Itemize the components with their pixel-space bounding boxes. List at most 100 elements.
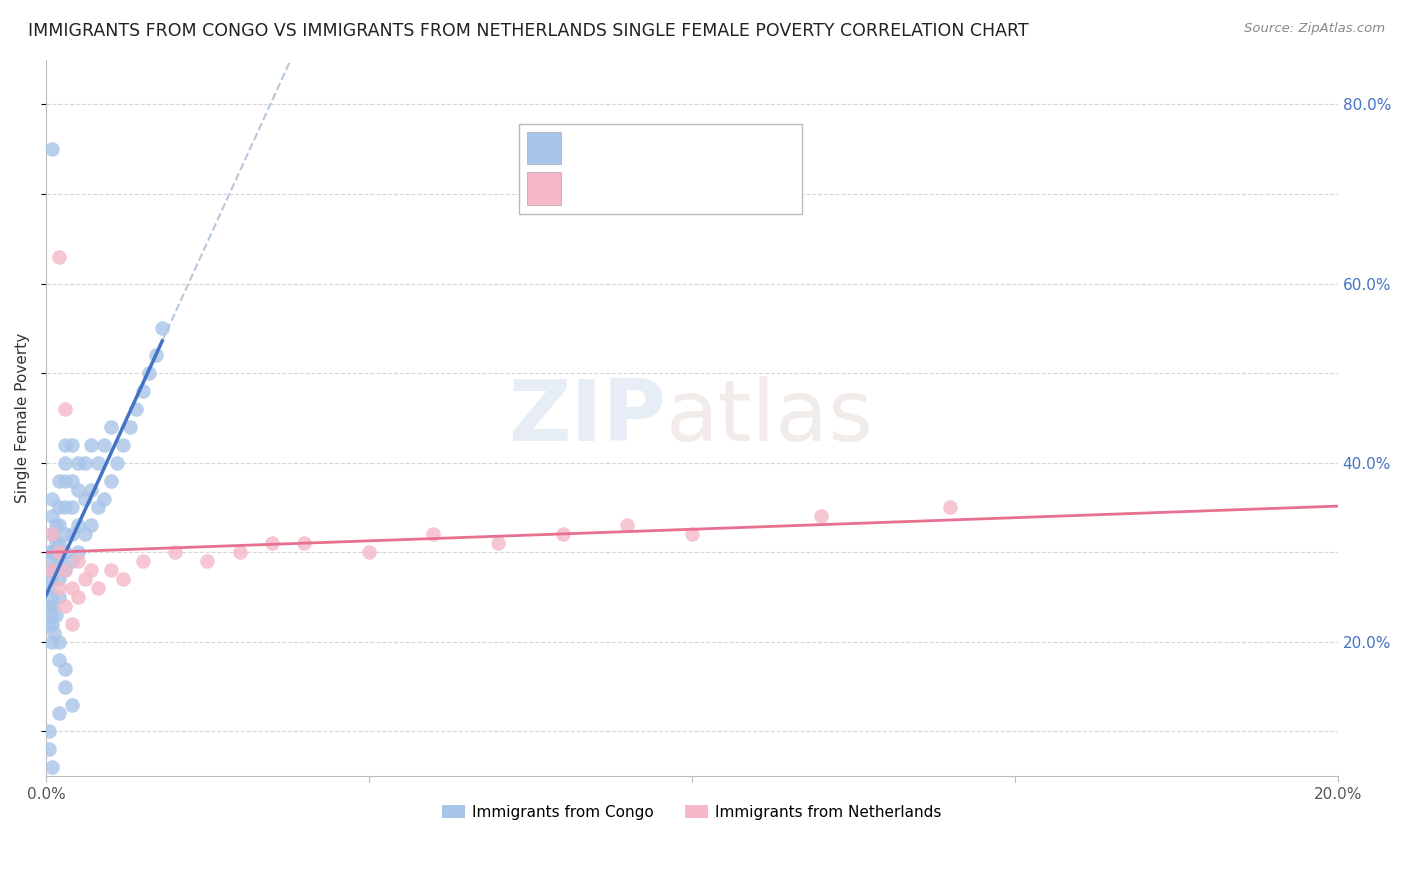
Point (939, 500, 962, 515)
Point (45, 536, 67, 550)
Point (53, 680, 76, 694)
Point (486, 536, 509, 550)
Point (150, 321, 173, 335)
Point (292, 536, 315, 550)
Point (41, 545, 63, 559)
Text: R =  0.151: R = 0.151 (572, 179, 669, 197)
Point (67, 545, 90, 559)
Point (60, 554, 83, 568)
Text: ZIP: ZIP (508, 376, 666, 459)
Point (86, 581, 108, 595)
Text: IMMIGRANTS FROM CONGO VS IMMIGRANTS FROM NETHERLANDS SINGLE FEMALE POVERTY CORRE: IMMIGRANTS FROM CONGO VS IMMIGRANTS FROM… (28, 22, 1029, 40)
Point (60, 616, 83, 631)
Point (48, 474, 70, 488)
Point (39, 590, 62, 604)
Point (60, 438, 83, 452)
Point (60, 500, 83, 515)
Point (38, 742, 60, 756)
Point (810, 509, 832, 524)
Point (73, 456, 96, 470)
Point (45, 518, 67, 533)
Point (53, 599, 76, 613)
Point (53, 527, 76, 541)
Point (53, 563, 76, 577)
Point (53, 500, 76, 515)
Point (80, 483, 103, 497)
FancyBboxPatch shape (527, 132, 561, 164)
Point (53, 456, 76, 470)
Point (48, 518, 70, 533)
Point (93, 438, 115, 452)
Point (100, 420, 122, 434)
Point (53, 563, 76, 577)
Point (80, 518, 103, 533)
Point (60, 527, 83, 541)
Point (67, 456, 90, 470)
Point (125, 401, 148, 416)
Point (48, 545, 70, 559)
Point (132, 384, 155, 398)
Point (41, 509, 63, 524)
Point (60, 581, 83, 595)
Point (260, 536, 283, 550)
Point (41, 563, 63, 577)
Point (80, 563, 103, 577)
Point (422, 527, 444, 541)
Point (53, 545, 76, 559)
Point (100, 474, 122, 488)
Point (38, 563, 60, 577)
Point (48, 536, 70, 550)
Point (41, 527, 63, 541)
Point (48, 635, 70, 649)
Point (39, 572, 62, 586)
Point (165, 545, 187, 559)
Point (67, 554, 90, 568)
Point (80, 438, 103, 452)
FancyBboxPatch shape (519, 124, 803, 213)
Point (67, 483, 90, 497)
Point (39, 607, 62, 622)
Point (53, 474, 76, 488)
Point (105, 456, 128, 470)
Point (38, 616, 60, 631)
Point (38, 545, 60, 559)
Text: Source: ZipAtlas.com: Source: ZipAtlas.com (1244, 22, 1385, 36)
Point (60, 698, 83, 712)
Point (145, 348, 167, 362)
Point (41, 563, 63, 577)
Point (48, 572, 70, 586)
Point (138, 366, 160, 380)
Point (41, 616, 63, 631)
Y-axis label: Single Female Poverty: Single Female Poverty (15, 333, 30, 503)
Point (41, 635, 63, 649)
Point (41, 527, 63, 541)
Text: R = 0.486: R = 0.486 (572, 139, 664, 157)
Point (48, 250, 70, 264)
Point (53, 662, 76, 676)
Point (48, 706, 70, 721)
Point (112, 572, 135, 586)
Point (45, 607, 67, 622)
Point (228, 545, 250, 559)
Point (41, 760, 63, 774)
Point (73, 527, 96, 541)
Point (681, 527, 703, 541)
Point (86, 500, 108, 515)
Text: atlas: atlas (666, 376, 875, 459)
Point (38, 581, 60, 595)
Point (118, 420, 141, 434)
Point (41, 491, 63, 506)
Point (48, 554, 70, 568)
Text: N = 74: N = 74 (695, 139, 762, 157)
Point (42, 625, 65, 640)
Point (357, 545, 380, 559)
Text: N = 30: N = 30 (695, 179, 762, 197)
Point (42, 554, 65, 568)
Point (48, 590, 70, 604)
Point (616, 518, 638, 533)
Point (38, 724, 60, 739)
Point (197, 554, 219, 568)
Point (73, 572, 96, 586)
Point (48, 500, 70, 515)
Point (67, 590, 90, 604)
